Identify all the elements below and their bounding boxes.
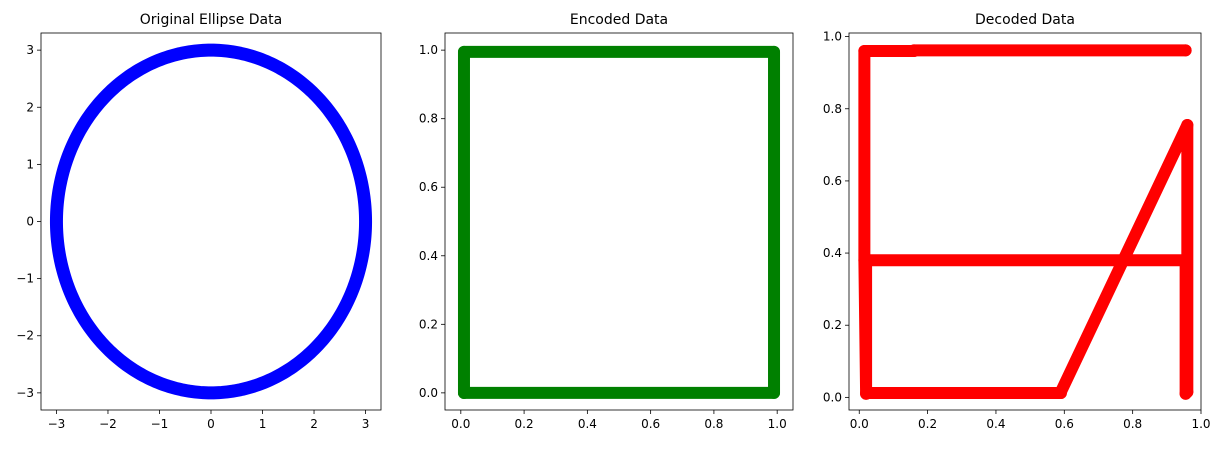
axes-frame — [40, 32, 382, 411]
y-tick-label: −1 — [16, 272, 34, 286]
x-tick-label: −3 — [48, 417, 66, 431]
series-ellipse — [49, 43, 373, 400]
data-point — [50, 215, 63, 228]
x-tick-label: 0.8 — [704, 417, 723, 431]
y-tick-label: 0.4 — [419, 249, 438, 263]
x-tick-label: 0.2 — [515, 417, 534, 431]
data-point — [205, 44, 217, 57]
chart-panel-1: Original Ellipse Data −3 −2 −1 0 1 2 3 −3 −2 −1 0 1 2… — [16, 12, 382, 431]
y-tick-label: 0.4 — [823, 246, 842, 260]
chart-title: Decoded Data — [975, 12, 1075, 28]
y-tick-label: 0.6 — [419, 180, 438, 194]
x-tick-label: 3 — [362, 417, 370, 431]
y-tick-label: 1 — [26, 157, 34, 171]
series-line — [457, 45, 781, 399]
data-point — [314, 94, 327, 107]
data-point — [858, 45, 871, 58]
y-tick-label: 0.0 — [823, 390, 842, 404]
y-tick-label: −3 — [16, 386, 34, 400]
data-point — [314, 336, 327, 349]
x-tick-label: 1.0 — [1191, 417, 1210, 431]
data-point — [145, 57, 158, 70]
x-tick-label: 1 — [259, 417, 267, 431]
data-point — [860, 387, 873, 400]
chart-title: Original Ellipse Data — [140, 12, 282, 28]
data-point — [1181, 385, 1194, 398]
data-point — [347, 149, 360, 162]
x-tick-label: −1 — [151, 417, 169, 431]
data-point — [62, 281, 75, 294]
x-tick-label: 2 — [310, 417, 318, 431]
data-point — [1179, 44, 1192, 57]
y-tick-label: 0.2 — [823, 318, 842, 332]
y-tick-label: 0.8 — [419, 112, 438, 126]
x-tick-label: 0 — [207, 417, 215, 431]
series-encoded — [457, 45, 781, 399]
y-tick-label: 0.0 — [419, 386, 438, 400]
data-point — [264, 57, 277, 70]
data-point — [264, 373, 277, 386]
y-tick-label: 0.2 — [419, 317, 438, 331]
x-tick-label: 0.4 — [986, 417, 1005, 431]
data-point — [205, 386, 217, 399]
y-tick-label: 0.6 — [823, 174, 842, 188]
series-line — [858, 44, 1194, 400]
data-point — [95, 336, 108, 349]
data-point — [768, 45, 781, 58]
y-tick-label: 2 — [26, 100, 34, 114]
data-point — [457, 45, 470, 58]
data-point — [858, 254, 871, 267]
x-tick-label: 0.4 — [578, 417, 597, 431]
data-point — [95, 94, 108, 107]
axes-frame — [848, 32, 1202, 411]
x-tick-label: 1.0 — [768, 417, 787, 431]
series-decoded — [858, 44, 1194, 400]
chart-panel-3: Decoded Data 0.0 0.2 0.4 0.6 0.8 1.0 0.0 0.2 0.4 0… — [823, 12, 1211, 431]
y-tick-label: 0 — [26, 215, 34, 229]
x-tick-label: 0.6 — [1055, 417, 1074, 431]
x-tick-label: 0.0 — [850, 417, 869, 431]
data-point — [145, 373, 158, 386]
data-point — [768, 386, 781, 399]
x-tick-label: 0.0 — [451, 417, 470, 431]
y-tick-label: −2 — [16, 329, 34, 343]
data-point — [347, 281, 360, 294]
data-point — [907, 44, 920, 57]
y-tick-label: 1.0 — [419, 43, 438, 57]
x-tick-label: 0.2 — [918, 417, 937, 431]
chart-title: Encoded Data — [570, 12, 668, 28]
data-point — [1054, 387, 1067, 400]
chart-panel-2: Encoded Data 0.0 0.2 0.4 0.6 0.8 1.0 0.0 0.2 0.4 0… — [419, 12, 794, 431]
y-tick-label: 3 — [26, 43, 34, 57]
x-tick-label: 0.8 — [1123, 417, 1142, 431]
x-tick-label: 0.6 — [641, 417, 660, 431]
y-tick-label: 1.0 — [823, 30, 842, 44]
data-point — [1181, 118, 1194, 131]
axes-frame — [444, 32, 794, 411]
data-point — [1179, 254, 1192, 267]
x-tick-label: −2 — [99, 417, 117, 431]
data-point — [62, 149, 75, 162]
data-point — [457, 386, 470, 399]
y-tick-label: 0.8 — [823, 102, 842, 116]
data-point — [359, 215, 372, 228]
